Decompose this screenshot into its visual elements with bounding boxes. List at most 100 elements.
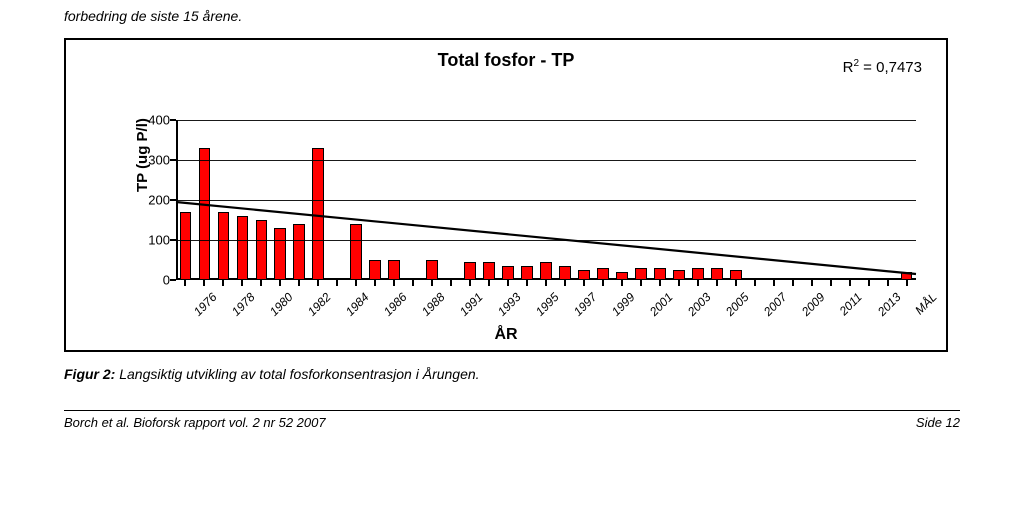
footer-right: Side 12 [916,415,960,430]
bar [274,228,286,280]
xtick [279,280,281,286]
xtick-label: MÅL [912,290,939,317]
bar [237,216,249,280]
ytick [170,239,176,241]
bar [426,260,438,280]
xtick [203,280,205,286]
ytick-label: 200 [126,193,170,208]
xtick [241,280,243,286]
footer-left: Borch et al. Bioforsk rapport vol. 2 nr … [64,415,326,430]
xtick [602,280,604,286]
bar [597,268,609,280]
xtick-label: 1991 [457,290,486,319]
xtick [412,280,414,286]
xtick-label: 1997 [571,290,600,319]
bar [711,268,723,280]
xtick [184,280,186,286]
bar [388,260,400,280]
xtick [868,280,870,286]
ytick [170,119,176,121]
xtick-label: 2007 [761,290,790,319]
bar [312,148,324,280]
page-footer: Borch et al. Bioforsk rapport vol. 2 nr … [64,415,960,430]
xtick-label: 2011 [836,290,864,318]
xtick-label: 2005 [723,290,752,319]
bar [483,262,495,280]
bar [730,270,742,280]
xtick [716,280,718,286]
bar [692,268,704,280]
footer-rule [64,410,960,411]
xtick [222,280,224,286]
gridline [176,200,916,201]
bar [559,266,571,280]
xtick [355,280,357,286]
xtick [564,280,566,286]
xtick-label: 2001 [647,290,676,319]
xtick-label: 1980 [267,290,296,319]
xtick [374,280,376,286]
xtick [526,280,528,286]
xtick [773,280,775,286]
xtick [545,280,547,286]
bar [199,148,211,280]
xtick [621,280,623,286]
xtick-label: 1976 [191,290,220,319]
xtick [260,280,262,286]
ytick-label: 300 [126,153,170,168]
bar [369,260,381,280]
xtick [450,280,452,286]
xtick-label: 1982 [305,290,334,319]
figure-caption: Figur 2: Langsiktig utvikling av total f… [64,366,960,382]
chart-frame: Total fosfor - TP R2 = 0,7473 TP (ug P/l… [64,38,948,352]
xtick [811,280,813,286]
ytick-label: 400 [126,113,170,128]
xtick [735,280,737,286]
xtick [830,280,832,286]
ytick [170,159,176,161]
xtick-label: 1988 [419,290,448,319]
xtick [659,280,661,286]
gridline [176,120,916,121]
xtick [887,280,889,286]
xtick-label: 1986 [381,290,410,319]
xtick-label: 1984 [343,290,372,319]
bar [350,224,362,280]
xtick [849,280,851,286]
xtick-label: 1978 [229,290,258,319]
xtick-label: 2013 [874,290,903,319]
bar [256,220,268,280]
plot-area: 0100200300400197619781980198219841986198… [176,120,916,280]
xtick [507,280,509,286]
chart-title: Total fosfor - TP [66,50,946,71]
intro-text: forbedring de siste 15 årene. [64,8,960,24]
caption-label: Figur 2: [64,366,115,382]
bar [180,212,192,280]
xtick [583,280,585,286]
xtick [640,280,642,286]
gridline [176,240,916,241]
x-axis-title: ÅR [66,326,946,344]
bar [616,272,628,280]
xtick [678,280,680,286]
bar [578,270,590,280]
xtick-label: 2003 [685,290,714,319]
xtick [906,280,908,286]
xtick-label: 1993 [495,290,524,319]
xtick [336,280,338,286]
bar [901,272,913,280]
gridline [176,160,916,161]
xtick [792,280,794,286]
bar [293,224,305,280]
xtick [754,280,756,286]
bar [540,262,552,280]
xtick-label: 1995 [533,290,562,319]
bar [521,266,533,280]
xtick-label: 1999 [609,290,638,319]
r-squared: R2 = 0,7473 [843,58,922,76]
ytick-label: 100 [126,233,170,248]
xtick [393,280,395,286]
bar [654,268,666,280]
bar [502,266,514,280]
r2-prefix: R [843,59,854,76]
